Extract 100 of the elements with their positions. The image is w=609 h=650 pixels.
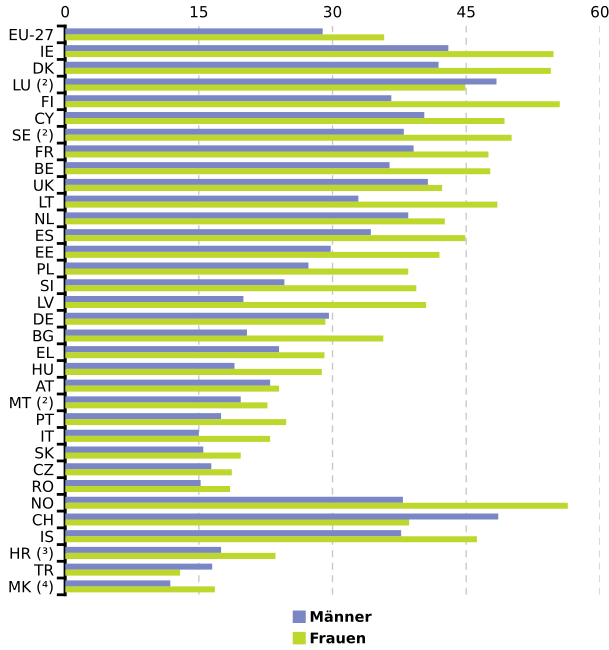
bar [65,62,439,68]
bar [65,452,241,459]
bar [65,118,505,124]
bar [65,329,247,336]
y-tick-label: PL [38,263,54,274]
bar [65,151,488,158]
bar [65,34,384,40]
y-tick-label: HU [32,364,53,375]
y-tick-label: CY [35,112,54,124]
bar [65,380,270,386]
bar [65,212,408,218]
bar [65,586,215,592]
bar [65,362,234,369]
bar [65,352,324,358]
bar [65,128,404,135]
bar [65,419,286,426]
bar [65,202,498,208]
bar [65,112,424,118]
legend-label: Frauen [310,632,366,644]
bar [65,296,244,302]
bar [65,480,201,486]
bar [65,95,392,102]
y-tick-label: IS [41,530,54,542]
x-tick-label: 15 [190,6,208,18]
bar [65,84,466,91]
y-tick-label: AT [36,380,54,392]
bar [65,262,308,269]
bar [65,413,222,420]
bar [65,386,280,392]
y-tick-label: PT [37,414,54,425]
bar [65,430,199,436]
y-tick-label: FI [42,96,53,108]
bar [65,570,180,576]
bar [65,469,232,476]
y-tick-label: EL [37,346,54,358]
x-tick-label: 60 [591,6,609,18]
bar [65,279,284,286]
y-tick-label: FR [36,146,54,158]
y-tick-label: MT (²) [10,396,53,410]
bar [65,45,448,52]
y-tick-label: BE [35,162,54,174]
y-tick-label: HR (³) [10,547,53,561]
y-tick-label: SK [35,447,54,459]
legend-label: Männer [310,610,372,622]
bar [65,78,496,85]
bar [65,318,326,325]
bar [65,530,402,536]
y-tick-label: IE [41,46,54,57]
bar [65,536,477,542]
bar [65,446,204,453]
bar [65,463,212,470]
bar [65,546,222,553]
bar [65,101,560,108]
bar [65,229,371,236]
bar [65,486,230,492]
y-tick-label: RO [32,480,54,492]
y-tick-label: MK (⁴) [9,580,53,594]
bar [65,396,241,402]
bar [65,368,322,375]
bar [65,218,445,224]
bar [65,436,270,442]
bar [65,134,512,141]
bar [65,564,212,570]
bar [65,502,568,509]
y-tick-label: NO [32,497,54,509]
bar [65,28,323,34]
bar [65,402,268,408]
y-tick-label: ES [36,230,54,242]
bar [65,552,276,559]
bar [65,496,403,503]
y-tick-label: NL [36,213,54,224]
y-tick-label: EU-27 [10,28,53,40]
bar [65,68,551,74]
bar [65,184,442,191]
y-tick-label: DK [34,62,54,74]
x-tick-label: 0 [61,6,70,18]
y-tick-label: LT [40,196,54,208]
bar [65,312,329,319]
bar [65,346,280,352]
bar [65,145,414,152]
bar [65,580,170,586]
bar [65,268,408,275]
bar [65,285,416,292]
y-tick-label: CH [32,514,53,526]
y-tick-label: LV [38,296,54,308]
bar [65,335,384,342]
y-tick-label: UK [34,180,54,191]
bar [65,235,466,242]
bar [65,302,426,308]
y-tick-label: LU (²) [14,78,53,92]
y-tick-label: BG [34,330,53,342]
bar [65,162,390,168]
bar [65,51,554,58]
bar [65,519,410,526]
x-tick-label: 30 [324,6,342,18]
bar [65,178,428,185]
y-tick-label: DE [34,313,54,325]
bar [65,246,331,252]
y-tick-label: SE (²) [12,128,53,143]
y-tick-label: EE [36,246,54,258]
